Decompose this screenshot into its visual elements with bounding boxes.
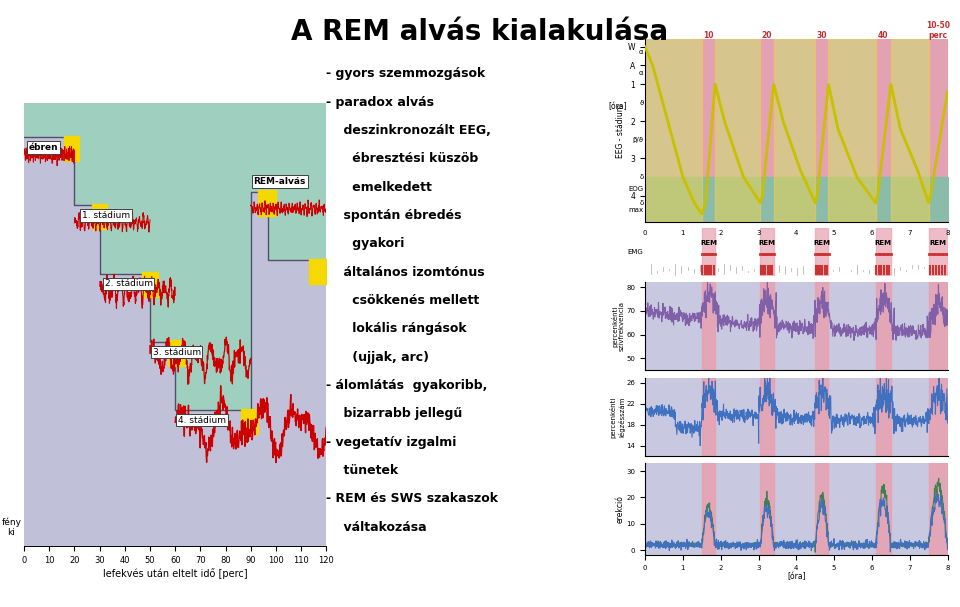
Text: deszinkronozált EEG,: deszinkronozált EEG, — [326, 124, 492, 137]
Text: REM-alvás: REM-alvás — [253, 177, 305, 186]
Text: - REM és SWS szakaszok: - REM és SWS szakaszok — [326, 492, 498, 505]
Text: általános izomtónus: általános izomtónus — [326, 266, 485, 279]
Bar — [760, 463, 774, 555]
Y-axis label: percenkénti
légzésszám: percenkénti légzésszám — [610, 396, 625, 438]
Text: bizarrabb jellegű: bizarrabb jellegű — [326, 407, 463, 420]
Text: (ujjak, arc): (ujjak, arc) — [326, 351, 429, 364]
Bar — [876, 39, 891, 222]
Text: fény
ki: fény ki — [2, 517, 21, 537]
Text: tünetek: tünetek — [326, 464, 398, 477]
Text: 10: 10 — [703, 31, 713, 40]
Text: 30: 30 — [816, 31, 827, 40]
Text: - gyors szemmozgások: - gyors szemmozgások — [326, 67, 486, 80]
Text: 2. stádium: 2. stádium — [105, 279, 153, 288]
Bar — [760, 282, 774, 370]
Text: REM: REM — [700, 240, 717, 246]
Text: EOG: EOG — [629, 186, 643, 192]
Bar — [702, 228, 715, 276]
Text: emelkedett: emelkedett — [326, 181, 432, 194]
Y-axis label: percenkénti
szívfrekvencia: percenkénti szívfrekvencia — [611, 301, 625, 351]
Text: β/ϑ: β/ϑ — [633, 137, 643, 143]
Bar — [815, 378, 828, 456]
Text: EMG: EMG — [628, 249, 643, 255]
Text: lokális rángások: lokális rángások — [326, 322, 467, 335]
Bar — [928, 39, 948, 222]
Text: - vegetatív izgalmi: - vegetatív izgalmi — [326, 436, 457, 449]
Bar — [645, 39, 702, 222]
Text: csökkenés mellett: csökkenés mellett — [326, 294, 480, 307]
Y-axis label: EEG - stádium: EEG - stádium — [616, 103, 625, 158]
Bar — [928, 463, 948, 555]
Bar — [876, 378, 891, 456]
Y-axis label: erekció: erekció — [616, 495, 625, 523]
Bar — [702, 463, 715, 555]
Polygon shape — [24, 137, 326, 546]
Text: A REM alvás kialakulása: A REM alvás kialakulása — [292, 18, 668, 46]
Text: 40: 40 — [878, 31, 889, 40]
Text: δ: δ — [639, 174, 643, 180]
Bar — [702, 282, 715, 370]
Text: REM: REM — [813, 240, 830, 246]
Text: váltakozása: váltakozása — [326, 521, 427, 534]
Bar — [815, 228, 828, 276]
Bar — [715, 39, 760, 222]
Text: - paradox alvás: - paradox alvás — [326, 96, 434, 109]
Text: ϑ: ϑ — [639, 100, 643, 106]
Text: - álomlátás  gyakoribb,: - álomlátás gyakoribb, — [326, 379, 488, 392]
Text: 3. stádium: 3. stádium — [153, 348, 201, 356]
Bar — [760, 378, 774, 456]
X-axis label: lefekvés után eltelt idő [perc]: lefekvés után eltelt idő [perc] — [103, 568, 248, 578]
Text: 2: 2 — [718, 231, 723, 237]
Text: 4. stádium: 4. stádium — [178, 416, 226, 425]
Text: 4: 4 — [794, 231, 799, 237]
Text: 20: 20 — [761, 31, 772, 40]
Bar — [815, 282, 828, 370]
Bar — [815, 463, 828, 555]
Bar — [928, 378, 948, 456]
Bar — [828, 39, 876, 222]
Text: 3: 3 — [756, 231, 760, 237]
Text: REM: REM — [929, 240, 947, 246]
Bar — [760, 228, 774, 276]
X-axis label: [óra]: [óra] — [787, 572, 805, 582]
Bar — [702, 378, 715, 456]
Text: 0: 0 — [643, 231, 647, 237]
Bar — [891, 39, 928, 222]
Text: REM: REM — [875, 240, 892, 246]
Bar — [702, 39, 715, 222]
Text: α: α — [639, 49, 643, 55]
Text: 1. stádium: 1. stádium — [82, 211, 131, 220]
Bar — [876, 463, 891, 555]
Text: 7: 7 — [907, 231, 912, 237]
Bar — [928, 228, 948, 276]
Text: δ
max: δ max — [629, 200, 643, 213]
Text: ébresztési küszöb: ébresztési küszöb — [326, 152, 479, 165]
Bar — [928, 282, 948, 370]
Bar — [876, 282, 891, 370]
Text: 6: 6 — [870, 231, 875, 237]
Bar — [760, 39, 774, 222]
Text: α: α — [639, 70, 643, 76]
Bar — [774, 39, 815, 222]
Text: 5: 5 — [832, 231, 836, 237]
Text: REM: REM — [758, 240, 776, 246]
Text: 8: 8 — [946, 231, 949, 237]
Text: spontán ébredés: spontán ébredés — [326, 209, 462, 222]
Text: gyakori: gyakori — [326, 237, 405, 250]
Bar — [815, 39, 828, 222]
Text: 10-50
perc: 10-50 perc — [926, 21, 950, 40]
Text: ébren: ébren — [29, 143, 59, 152]
Text: [óra]: [óra] — [609, 102, 627, 110]
Text: 1: 1 — [681, 231, 685, 237]
Bar — [876, 228, 891, 276]
